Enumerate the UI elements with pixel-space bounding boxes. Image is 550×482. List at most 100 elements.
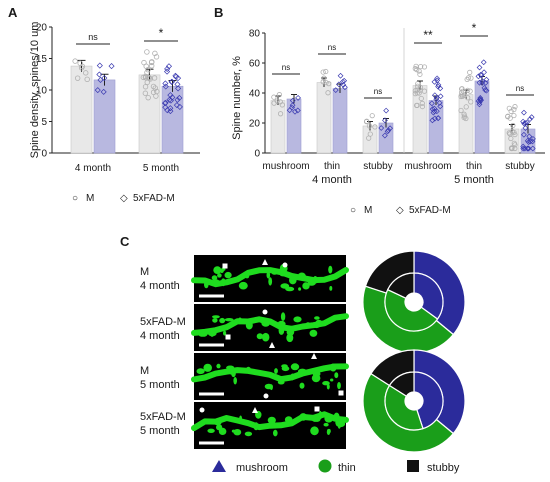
- spine-blob: [290, 363, 300, 371]
- spine-blob: [204, 281, 209, 289]
- point-a-fad: [176, 94, 183, 102]
- mushroom-marker-icon: [269, 342, 275, 348]
- point-a-fad: [175, 85, 182, 92]
- chart-b-ylabel: Spine number, %: [231, 56, 243, 140]
- point-a-fad: [168, 78, 176, 85]
- point-a-fad: [165, 63, 173, 70]
- spine-blob: [220, 278, 226, 287]
- spine-blob: [289, 276, 297, 285]
- spine-blob: [212, 279, 220, 284]
- spine-blob: [228, 366, 234, 375]
- bar-b: [474, 80, 490, 154]
- spine-blob: [322, 381, 330, 386]
- spine-blob: [310, 426, 319, 436]
- img3-label1: M: [140, 365, 149, 377]
- point-b-fad: [476, 64, 483, 71]
- point-b-m: [421, 64, 428, 70]
- sig-label-a: *: [159, 26, 164, 40]
- point-b-fad: [529, 145, 536, 152]
- y-tick-label-b: 20: [249, 119, 261, 130]
- spine-blob: [273, 429, 278, 437]
- point-a-m: [150, 83, 157, 90]
- point-b-fad: [522, 125, 529, 131]
- spine-blob: [334, 372, 339, 379]
- point-a-fad: [162, 104, 169, 111]
- point-b-fad: [482, 87, 489, 93]
- spine-blob: [337, 420, 341, 429]
- y-tick-label-a: 10: [36, 86, 48, 97]
- spine-blob: [277, 380, 285, 385]
- spine-blob: [286, 333, 294, 343]
- point-b-m: [414, 83, 421, 89]
- spine-blob: [262, 332, 270, 342]
- point-b-fad: [432, 115, 438, 122]
- inner-ring-mushroom-slice: [413, 371, 444, 430]
- point-b-fad: [431, 92, 438, 99]
- spine-blob: [213, 266, 222, 274]
- point-b-m: [274, 98, 280, 104]
- point-b-fad: [339, 78, 346, 85]
- point-a-m: [149, 63, 155, 69]
- spine-blob: [323, 422, 329, 427]
- spine-blob: [223, 330, 227, 336]
- dendrite: [191, 363, 349, 383]
- point-a-m: [78, 65, 85, 71]
- img4-label1: 5xFAD-M: [140, 411, 186, 423]
- spine-blob: [245, 366, 251, 373]
- point-b-m: [510, 122, 516, 129]
- spine-blob: [244, 273, 250, 279]
- point-b-fad: [525, 145, 532, 152]
- point-a-m: [144, 49, 150, 55]
- spine-blob: [218, 426, 223, 430]
- spine-blob: [277, 320, 286, 328]
- legend-b-m-marker: ○: [350, 205, 356, 216]
- spine-blob: [290, 373, 295, 381]
- donut-hole: [405, 392, 423, 410]
- spine-blob: [324, 415, 334, 423]
- spine-blob: [311, 417, 321, 422]
- point-b-fad: [428, 100, 435, 107]
- point-b-fad: [382, 117, 388, 124]
- legend-a-fad-marker: ◇: [120, 193, 128, 204]
- spine-blob: [313, 323, 320, 329]
- point-a-fad: [96, 62, 103, 69]
- spine-blob: [297, 368, 307, 375]
- spine-blob: [268, 277, 273, 286]
- point-b-fad: [530, 135, 536, 142]
- spine-blob: [309, 329, 318, 337]
- spine-blob: [269, 384, 273, 391]
- spine-blob: [213, 420, 222, 426]
- mushroom-marker-icon: [311, 353, 317, 359]
- img1-label1: M: [140, 266, 149, 278]
- spine-blob: [297, 272, 306, 280]
- point-b-m: [505, 113, 511, 119]
- point-b-m: [459, 86, 465, 92]
- donut-hole: [405, 293, 423, 311]
- legend-b-fad-marker: ◇: [396, 205, 404, 216]
- x-tick-label-b: thin: [324, 161, 340, 172]
- point-b-m: [323, 79, 329, 86]
- dendrite: [191, 267, 349, 288]
- spine-blob: [280, 312, 286, 321]
- spine-blob: [333, 412, 340, 421]
- point-a-m: [145, 66, 151, 73]
- point-b-m: [321, 75, 327, 81]
- point-b-fad: [482, 79, 489, 86]
- group-label-b-4month: 4 month: [312, 174, 352, 186]
- spine-blob: [330, 378, 334, 382]
- point-b-fad: [437, 93, 444, 100]
- x-tick-label-b: thin: [466, 161, 482, 172]
- point-b-fad: [476, 79, 483, 86]
- point-b-fad: [336, 81, 342, 88]
- img1-label2: 4 month: [140, 280, 180, 292]
- bar-b: [316, 82, 332, 154]
- sig-label-b: ns: [328, 43, 336, 52]
- point-a-m: [83, 70, 89, 76]
- point-b-m: [458, 89, 465, 96]
- point-a-fad: [175, 75, 182, 82]
- panel-label-b: B: [214, 5, 223, 20]
- point-a-fad: [174, 81, 181, 88]
- point-b-fad: [526, 133, 533, 140]
- x-tick-label-b: stubby: [505, 161, 534, 172]
- mushroom-marker-icon: [252, 407, 258, 413]
